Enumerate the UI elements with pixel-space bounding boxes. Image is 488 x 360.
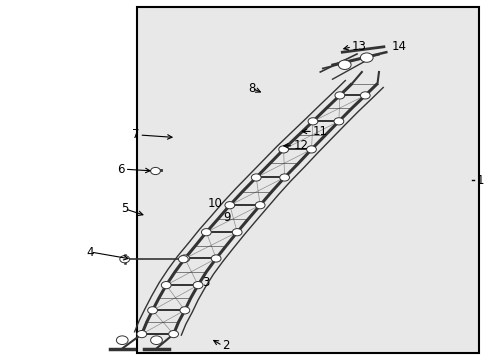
Text: 7: 7 (132, 129, 139, 141)
Circle shape (278, 146, 288, 153)
Circle shape (255, 202, 264, 209)
Text: 8: 8 (247, 82, 255, 95)
Circle shape (178, 256, 188, 263)
Text: 10: 10 (207, 197, 222, 210)
Circle shape (232, 229, 242, 236)
Text: 5: 5 (121, 202, 128, 215)
Circle shape (180, 255, 189, 262)
Text: 6: 6 (117, 163, 124, 176)
Circle shape (161, 282, 171, 289)
Circle shape (307, 118, 317, 125)
Circle shape (224, 202, 234, 209)
Circle shape (279, 174, 289, 181)
Text: 3: 3 (201, 276, 209, 289)
Circle shape (150, 167, 160, 175)
Circle shape (334, 92, 344, 99)
Text: 2: 2 (222, 339, 229, 352)
Circle shape (193, 282, 203, 289)
Text: 13: 13 (351, 40, 366, 53)
Circle shape (211, 255, 221, 262)
Circle shape (116, 336, 128, 345)
Text: 12: 12 (293, 139, 308, 152)
Circle shape (201, 229, 211, 236)
Bar (137, 7, 478, 353)
Text: 14: 14 (390, 40, 406, 53)
Circle shape (150, 336, 162, 345)
Text: 11: 11 (312, 125, 327, 138)
Circle shape (306, 146, 316, 153)
Circle shape (251, 174, 261, 181)
Circle shape (137, 330, 146, 338)
Circle shape (120, 256, 129, 263)
Circle shape (180, 307, 189, 314)
Circle shape (333, 118, 343, 125)
Text: 9: 9 (223, 211, 231, 224)
Circle shape (360, 53, 372, 62)
Circle shape (147, 307, 157, 314)
Circle shape (360, 92, 369, 99)
Circle shape (168, 330, 178, 338)
Text: 4: 4 (86, 246, 94, 258)
Text: 1: 1 (476, 174, 483, 186)
Circle shape (338, 60, 350, 69)
